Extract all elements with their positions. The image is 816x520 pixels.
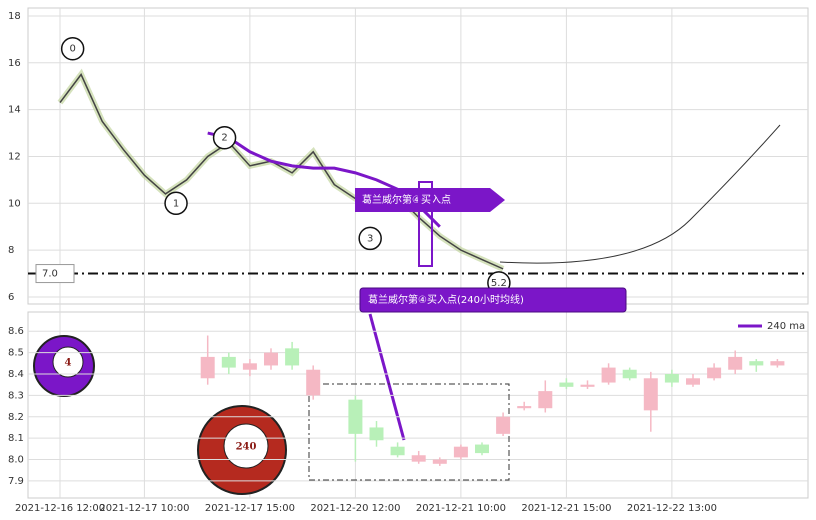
reference-label-box xyxy=(35,264,75,284)
badge-face xyxy=(52,346,84,378)
x-tick-label: 2021-12-16 12:00 xyxy=(15,503,105,514)
candle-body xyxy=(517,406,532,409)
candle-body xyxy=(728,356,743,370)
y-tick-label: 16 xyxy=(8,58,21,69)
y-tick-label: 7.9 xyxy=(8,476,24,487)
y-tick-label: 12 xyxy=(8,151,21,162)
series-line xyxy=(59,73,504,270)
candle-body xyxy=(306,369,321,396)
y-tick-label: 8.0 xyxy=(8,455,24,466)
callout-arrow xyxy=(355,188,505,212)
candle-body xyxy=(369,427,384,441)
x-tick-label: 2021-12-17 15:00 xyxy=(205,503,295,514)
callout-box xyxy=(359,287,627,313)
y-tick-label: 8.4 xyxy=(8,369,24,380)
candle-body xyxy=(686,378,700,385)
x-tick-label: 2021-12-22 13:00 xyxy=(627,503,717,514)
candle-body xyxy=(242,363,257,370)
y-tick-label: 8.5 xyxy=(8,348,24,359)
annotation-circle xyxy=(60,36,85,61)
x-tick-label: 2021-12-21 10:00 xyxy=(416,503,506,514)
legend-label: 240 ma xyxy=(767,321,805,332)
annotation-label: 1 xyxy=(173,198,179,209)
y-tick-label: 10 xyxy=(8,198,21,209)
annotation-circle xyxy=(358,226,382,251)
candle-body xyxy=(390,446,405,456)
candle-body xyxy=(411,455,426,462)
candle-body xyxy=(200,356,215,379)
bottom-panel xyxy=(27,311,809,499)
annotation-label: 5.2 xyxy=(491,278,507,289)
callout: 葛兰威尔第④买入点 xyxy=(362,193,451,206)
y-tick-label: 8.3 xyxy=(8,390,24,401)
annotation-label: 0 xyxy=(69,44,75,55)
candle-body xyxy=(285,348,300,366)
callout: 葛兰威尔第④买入点(240小时均线) xyxy=(368,293,524,306)
y-tick-label: 8.6 xyxy=(8,326,24,337)
highlight-box xyxy=(418,181,433,267)
y-tick-label: 8.2 xyxy=(8,412,24,423)
candle-body xyxy=(475,444,489,454)
candle-body xyxy=(770,361,785,366)
candle-body xyxy=(601,367,616,383)
candle-body xyxy=(749,361,764,366)
candle-body xyxy=(664,374,679,383)
candle-body xyxy=(264,352,278,366)
candle-body xyxy=(221,356,236,368)
y-tick-label: 6 xyxy=(8,292,14,303)
badge-label: 4 xyxy=(65,358,72,369)
x-tick-label: 2021-12-20 12:00 xyxy=(310,503,400,514)
candle-body xyxy=(496,416,511,434)
callout-pointer xyxy=(368,313,406,441)
projection-curve xyxy=(499,124,781,264)
candle-body xyxy=(622,369,637,379)
annotation-circle xyxy=(212,125,237,150)
candle-body xyxy=(559,382,574,387)
candle-body xyxy=(707,367,722,379)
badge-label: 240 xyxy=(236,442,257,453)
candle-body xyxy=(580,384,595,387)
y-tick-label: 14 xyxy=(8,105,21,116)
candle-body xyxy=(538,391,553,409)
annotation-label: 2 xyxy=(221,133,227,144)
annotation-label: 3 xyxy=(367,233,373,244)
x-tick-label: 2021-12-21 15:00 xyxy=(521,503,611,514)
y-tick-label: 8 xyxy=(8,245,14,256)
candle-body xyxy=(453,446,468,458)
candle-body xyxy=(348,399,363,434)
reference-label: 7.0 xyxy=(42,269,58,280)
y-tick-label: 18 xyxy=(8,11,21,22)
annotation-circle xyxy=(164,191,188,216)
badge-face xyxy=(223,423,269,469)
candle-body xyxy=(643,378,658,411)
y-tick-label: 8.1 xyxy=(8,433,24,444)
x-tick-label: 2021-12-17 10:00 xyxy=(99,503,189,514)
candle-body xyxy=(432,459,447,464)
